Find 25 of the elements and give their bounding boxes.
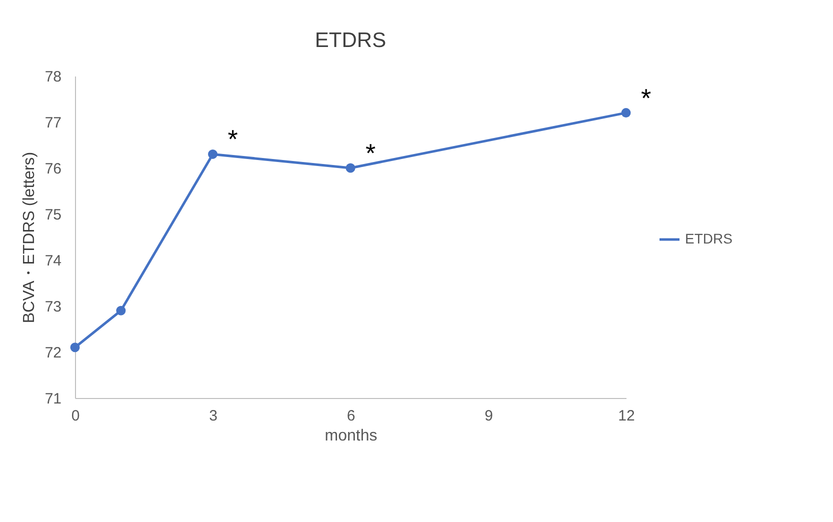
y-tick-label: 72 bbox=[44, 344, 62, 362]
point bbox=[208, 149, 218, 159]
point bbox=[346, 163, 356, 173]
chart-title: ETDRS bbox=[314, 29, 386, 52]
y-tick-label: 74 bbox=[44, 252, 62, 270]
y-tick-label: 76 bbox=[44, 160, 62, 178]
annotation: * bbox=[640, 82, 652, 113]
annotation: * bbox=[228, 124, 238, 154]
point bbox=[70, 342, 80, 352]
x-tick-label: 3 bbox=[209, 408, 218, 424]
x-tick-label: 12 bbox=[618, 408, 635, 424]
y-tick-label: 77 bbox=[44, 114, 62, 132]
y-tick-label: 71 bbox=[44, 390, 62, 408]
x-tick-label: 9 bbox=[484, 408, 493, 424]
point bbox=[116, 306, 126, 316]
x-tick-label: 6 bbox=[346, 408, 356, 424]
x-axis-title: months bbox=[324, 428, 378, 444]
point bbox=[621, 108, 631, 118]
legend-label: ETDRS bbox=[685, 230, 732, 246]
x-tick-label: 0 bbox=[71, 408, 80, 424]
annotation: * bbox=[365, 138, 376, 168]
y-tick-label: 78 bbox=[44, 68, 62, 86]
y-axis-title: BCVA・ETDRS (letters) bbox=[20, 152, 38, 324]
y-tick-label: 75 bbox=[44, 206, 62, 224]
y-tick-label: 73 bbox=[44, 298, 62, 316]
